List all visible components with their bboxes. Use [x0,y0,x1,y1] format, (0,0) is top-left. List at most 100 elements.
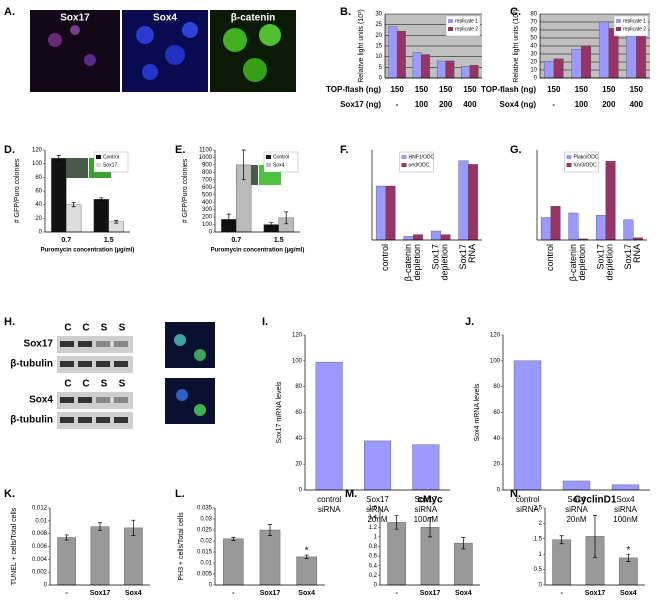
legend-label: oed/ODC [409,162,430,168]
bar [388,26,398,79]
cell [136,26,154,44]
image-label: β-catenin [231,13,275,24]
panel-label: C. [510,6,521,18]
y-axis-label: PH3 + cells/Total cells [178,512,185,581]
x-tick-label: siRNA [366,505,389,514]
y-tick-label: 0.01 [35,518,47,524]
table-cell: 200 [602,100,616,109]
error-bar [231,536,236,541]
panel-label: E. [175,144,185,156]
x-tick-label: Sox17 [623,244,633,270]
y-tick-label: 30 [375,12,382,18]
bar [412,444,440,491]
table-cell: 150 [575,85,589,94]
y-tick-label: 120 [32,148,43,154]
x-tick-label: depletion [412,244,422,281]
blot-band [60,417,74,423]
lane-label: S [119,379,126,390]
cell [70,25,80,35]
y-tick-label: 0 [299,488,303,494]
x-tick-label: siRNA [614,505,637,514]
y-tick-label: 70 [530,20,537,26]
y-tick-label: 0.025 [197,528,213,534]
blot-band [60,397,74,403]
y-tick-label: 60 [530,28,537,34]
legend-label: HNF1/ODC [409,154,435,160]
error-bar [268,524,272,536]
lane-label: C [82,379,89,390]
blot-row-label: β-tubulin [10,359,53,370]
y-axis-label: TUNEL + cells/Total cells [11,507,18,585]
x-tick-label: - [232,590,235,597]
y-tick-label: 100 [32,161,43,167]
bar [440,234,451,241]
bar [364,440,391,491]
lane-label: S [101,323,108,334]
chart-title: cMyc [417,495,442,506]
bar [413,234,424,241]
y-tick-label: 25 [375,22,382,28]
error-bar [226,213,231,225]
blot-band [78,361,92,367]
x-tick-label: β-catenin [568,244,578,281]
y-tick-label: 0 [39,230,43,236]
y-tick-label: 1000 [199,155,213,161]
legend-label: Xnr3/ODC [574,162,597,168]
error-bar [99,197,104,201]
bar [412,52,422,79]
y-tick-label: 0 [209,583,213,589]
cell [182,22,198,38]
error-bar [114,220,119,224]
x-tick-label: RNA [632,244,642,263]
table-cell: - [552,100,555,109]
table-cell: 150 [390,85,404,94]
y-tick-label: 600 [202,185,213,191]
y-tick-label: 0 [497,488,501,494]
legend-box [564,151,599,173]
x-tick-label: depletion [605,244,615,281]
blot-band [96,361,110,367]
panel-label: N. [510,488,521,500]
y-axis-label: Relative light units (10³) [358,9,365,83]
y-tick-label: 20 [375,33,382,39]
x-tick-label: depletion [440,244,450,281]
y-tick-label: 80 [493,384,500,390]
x-tick-label: 1.5 [274,237,284,244]
legend-label: replicate 1 [623,18,646,24]
x-tick-label: 100nM [414,515,439,524]
bar [296,556,317,586]
y-tick-label: 200 [202,215,213,221]
y-tick-label: 0.4 [369,563,378,569]
panel-label: F. [340,144,349,156]
y-tick-label: 100 [202,222,213,228]
legend-label: replicate 2 [455,26,478,32]
legend-swatch [566,155,572,159]
bar [223,538,244,586]
y-tick-label: 800 [202,170,213,176]
bar [562,480,591,491]
bar [568,212,579,241]
legend-label: Plako/ODC [574,154,599,160]
cell [243,58,267,82]
x-tick-label: Sox17 [431,244,441,270]
table-cell: 400 [630,100,644,109]
x-tick-label: Sox4 [616,495,635,504]
y-tick-label: 0.004 [32,557,48,563]
bar [445,60,455,79]
bar [90,526,110,586]
bar [51,157,67,233]
y-tick-label: 0.015 [197,550,213,556]
y-axis-label: Relative light units (10³) [513,9,520,83]
blot-row-label: Sox17 [24,339,54,350]
blot-band [78,341,92,347]
bar [571,49,582,79]
micrograph [165,378,215,424]
y-tick-label: 0.012 [32,506,48,512]
legend-swatch [96,155,101,159]
legend-swatch [266,155,271,159]
blot-band [96,397,110,403]
y-axis-label: # GFP/Puro colonies [182,158,189,223]
table-cell: 150 [630,85,644,94]
y-axis-label: # GFP/Puro colonies [14,158,21,223]
panel-label: I. [262,316,268,328]
